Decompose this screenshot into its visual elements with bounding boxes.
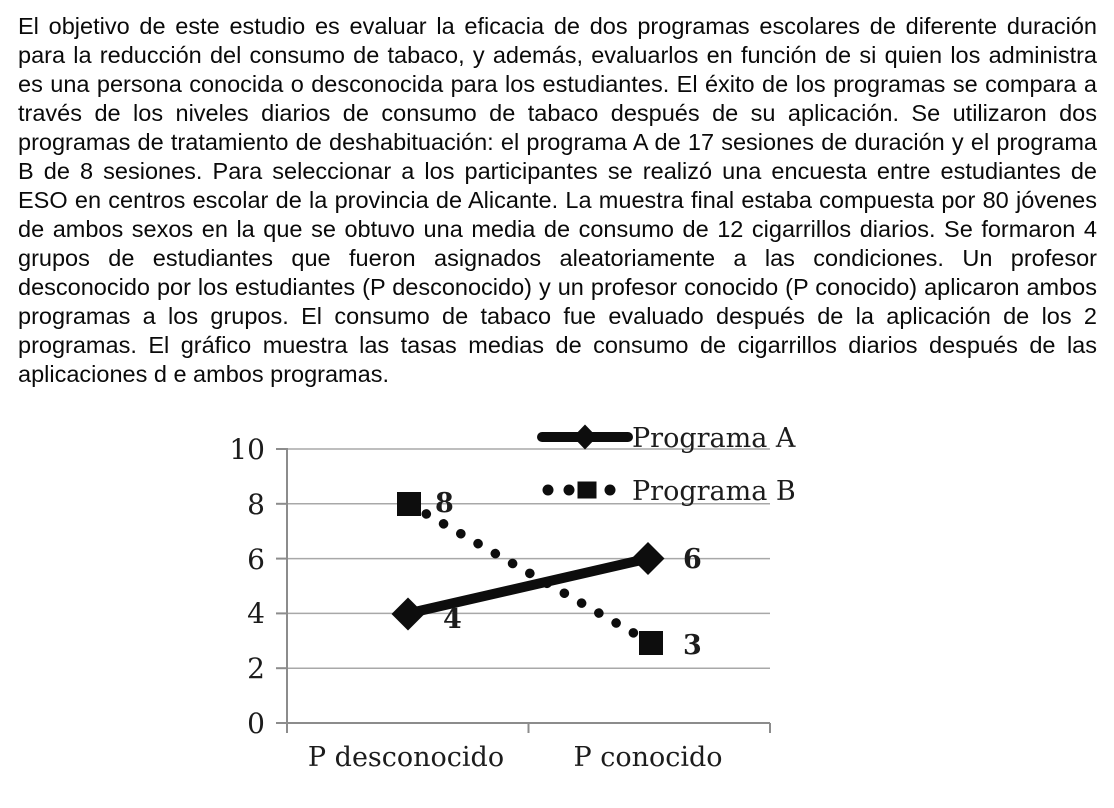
chart-svg: 10 8 6 4 2 0 8 4 [229,423,796,773]
y-tick-label-4: 4 [247,597,265,630]
tobacco-consumption-chart: 10 8 6 4 2 0 8 4 [180,410,820,800]
y-tick-label-8: 8 [247,488,265,521]
axes [276,448,771,733]
study-description: El objetivo de este estudio es evaluar l… [18,13,1097,387]
data-label-a-6: 6 [683,544,702,575]
programa-b-square-marker-2 [639,631,663,655]
y-axis-labels: 10 8 6 4 2 0 [229,433,265,740]
programa-a-diamond-marker-2 [631,542,665,575]
legend-item-programa-a: Programa A [537,423,796,454]
y-tick-label-6: 6 [247,543,265,576]
x-category-label-conocido: P conocido [573,742,722,773]
y-tick-label-0: 0 [247,707,265,740]
x-category-label-desconocido: P desconocido [308,742,504,773]
legend-label-programa-b: Programa B [632,476,796,507]
gridlines [287,448,770,669]
y-tick-label-10: 10 [229,433,265,466]
programa-a-line [403,553,653,619]
y-tick-label-2: 2 [247,652,265,685]
legend-diamond-icon [573,424,597,450]
programa-b-square-marker-1 [397,492,421,516]
legend-dot-icon [563,484,575,496]
legend-dot-icon [542,484,554,496]
data-labels: 8 4 6 3 [435,488,702,661]
legend: Programa A Programa B [537,423,796,507]
series-programa-a [391,542,665,631]
legend-dot-icon [604,484,616,496]
data-label-b-3: 3 [683,630,702,661]
data-label-b-8: 8 [435,488,454,519]
legend-label-programa-a: Programa A [632,423,796,454]
legend-square-icon [577,481,597,499]
legend-item-programa-b: Programa B [542,476,796,507]
x-axis-labels: P desconocido P conocido [308,742,723,773]
series-programa-b [397,492,663,655]
programa-a-diamond-marker-1 [391,597,425,631]
programa-b-dotted-line [404,499,656,648]
data-label-a-4: 4 [443,604,462,635]
